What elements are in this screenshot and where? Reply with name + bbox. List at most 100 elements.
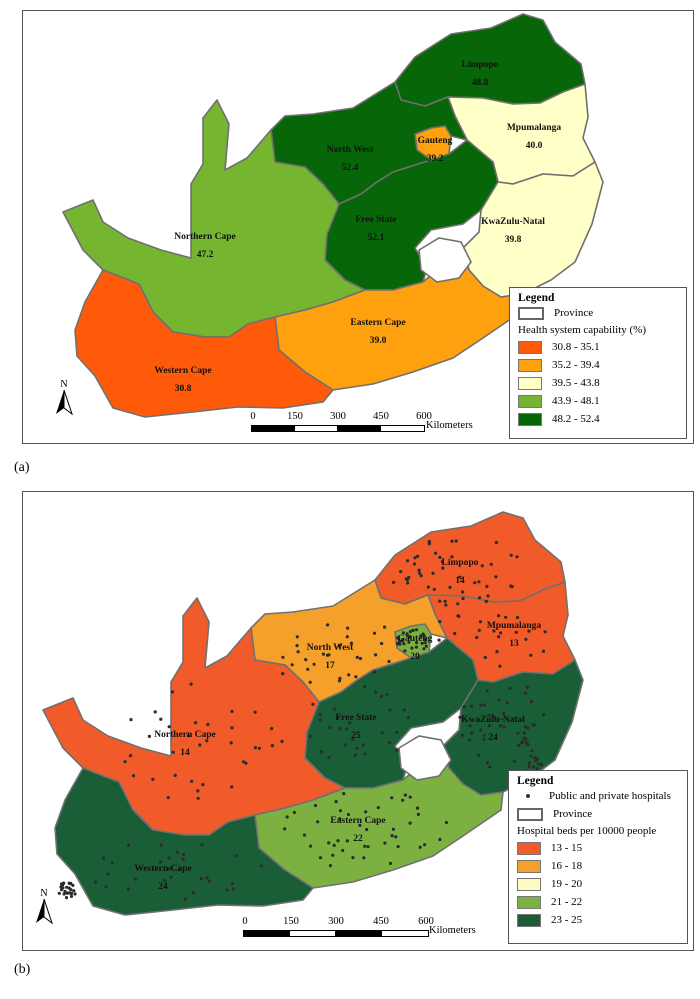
hospital-point: [338, 809, 343, 813]
region-value-label: 47.2: [197, 250, 214, 260]
hospital-point: [498, 664, 502, 668]
hospital-point: [395, 730, 399, 735]
hospital-point: [190, 779, 194, 783]
north-arrow-icon: [36, 898, 53, 925]
hospital-point: [535, 767, 539, 771]
hospital-point: [306, 667, 310, 671]
map-a-legend-class: 30.8 - 35.1: [518, 338, 686, 356]
hospital-point: [438, 599, 442, 603]
region-value-label: 20: [410, 652, 420, 662]
scale-segment: [381, 930, 429, 937]
hospital-point: [408, 630, 412, 634]
region-name-label: Limpopo: [442, 558, 479, 568]
hospital-point: [392, 580, 396, 584]
hospital-point: [541, 649, 546, 653]
region-name-label: Eastern Cape: [330, 816, 385, 826]
map-b-legend-class: 13 - 15: [517, 839, 687, 857]
hospital-point: [181, 857, 185, 862]
region-name-label: Eastern Cape: [350, 318, 405, 328]
hospital-point: [338, 676, 342, 680]
region-value-label: 22: [353, 834, 363, 844]
hospital-point: [67, 881, 71, 885]
hospital-point: [497, 635, 501, 639]
hospital-point: [253, 746, 257, 750]
hospital-point: [363, 752, 367, 756]
hospital-point: [494, 575, 498, 579]
hospital-point: [355, 655, 359, 659]
hospital-point: [477, 628, 481, 632]
hospital-point: [473, 581, 477, 585]
hospital-point: [521, 740, 525, 744]
hospital-point: [479, 728, 483, 732]
hospital-point: [527, 764, 531, 769]
hospital-point: [524, 691, 528, 695]
map-a-north-arrow: N: [54, 379, 74, 419]
hospital-point: [230, 785, 234, 789]
hospital-point: [327, 755, 331, 760]
map-a-legend-class: 48.2 - 52.4: [518, 410, 686, 428]
hospital-point: [486, 594, 490, 598]
hospital-point: [453, 631, 457, 636]
hospital-point: [62, 892, 66, 896]
hospital-point: [390, 834, 394, 838]
province-western-cape: [54, 767, 314, 916]
north-label: N: [40, 888, 48, 899]
hospital-point: [253, 710, 257, 714]
hospital-point: [402, 642, 406, 646]
legend-swatch: [518, 412, 542, 426]
map-b-legend-province: Province: [517, 805, 687, 823]
hospital-point: [450, 539, 454, 543]
hospital-point: [390, 796, 394, 800]
map-b-legend: Legend Public and private hospitals Prov…: [508, 770, 688, 944]
hospital-point: [525, 741, 529, 745]
hospital-point: [321, 652, 325, 656]
hospital-point: [241, 760, 246, 764]
hospital-point: [514, 630, 518, 634]
region-name-label: KwaZulu-Natal: [481, 217, 545, 227]
hospital-point: [175, 850, 180, 854]
hospital-point: [543, 630, 547, 634]
hospital-point: [412, 562, 417, 566]
hospital-point: [346, 812, 351, 817]
hospital-point: [319, 750, 324, 754]
hospital-point: [61, 883, 65, 887]
hospital-point: [338, 817, 342, 821]
region-name-label: Western Cape: [154, 366, 211, 376]
hospital-point: [183, 897, 187, 901]
hospital-point: [395, 641, 399, 646]
hospital-point: [460, 733, 464, 737]
hospital-point: [493, 715, 497, 720]
hospital-point: [104, 885, 108, 889]
region-value-label: 52.4: [342, 163, 359, 173]
hospital-point: [199, 877, 203, 881]
hospital-point: [414, 645, 418, 649]
hospital-point: [126, 887, 130, 891]
hospital-point: [527, 761, 531, 765]
hospital-point: [388, 861, 393, 865]
hospital-point: [345, 727, 349, 731]
hospital-point: [374, 690, 378, 694]
hospital-point: [467, 738, 471, 742]
north-arrow-icon: [56, 389, 73, 416]
region-value-label: 52.1: [368, 233, 385, 243]
hospital-point: [515, 615, 520, 620]
hospital-point: [380, 641, 384, 646]
hospital-point: [424, 644, 428, 648]
hospital-point: [495, 650, 499, 654]
map-a-legend-province: Province: [518, 304, 686, 322]
hospital-point: [468, 724, 472, 728]
map-b-north-arrow: N: [34, 888, 54, 928]
hospital-point: [405, 578, 409, 582]
hospital-point: [475, 635, 479, 640]
map-b-legend-class: 21 - 22: [517, 893, 687, 911]
map-a-frame: Limpopo 48.8 Mpumalanga 40.0 Gauteng 39.2 Nort…: [22, 10, 694, 444]
hospital-point: [505, 701, 509, 705]
map-b-frame: Limpopo 14 Mpumalanga 13 Gauteng 20 North West…: [22, 491, 694, 951]
hospital-point: [405, 633, 409, 637]
hospital-point: [326, 623, 330, 627]
map-b-legend-subtitle: Hospital beds per 10000 people: [517, 825, 657, 837]
hospital-point: [403, 793, 407, 797]
map-b-legend-hospitals-label: Public and private hospitals: [549, 790, 671, 802]
hospital-point: [502, 725, 506, 729]
hospital-point: [417, 568, 421, 572]
